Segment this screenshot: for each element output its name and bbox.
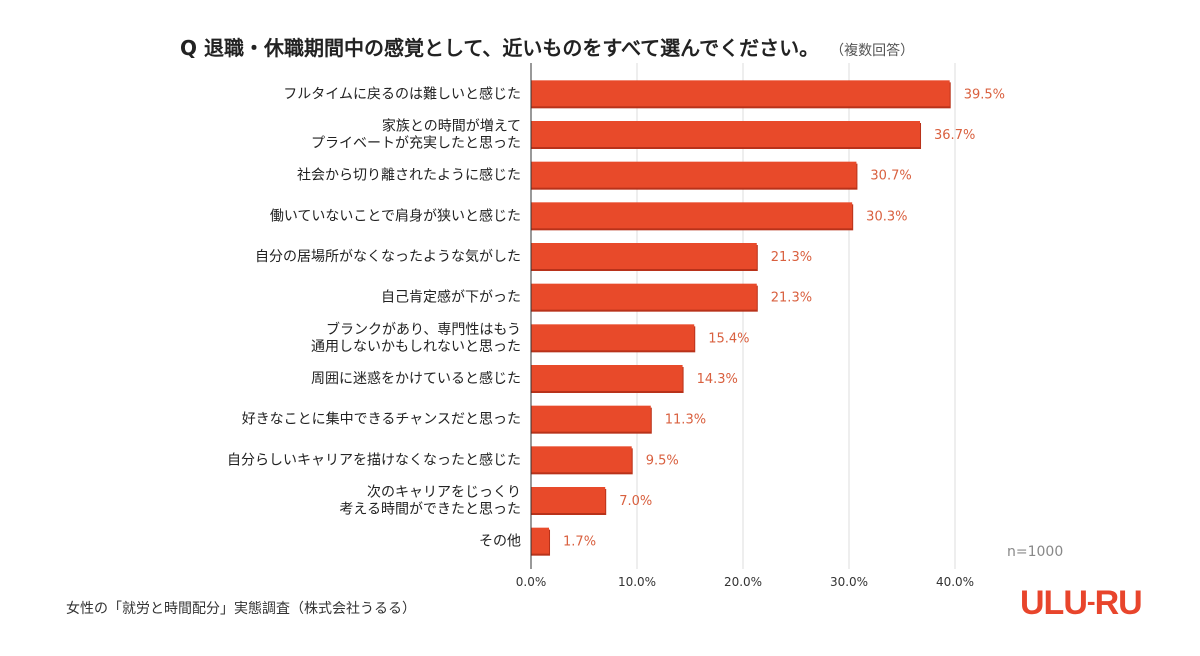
category-label: 自分の居場所がなくなったような気がした	[255, 249, 521, 265]
category-label: 働いていないことで肩身が狭いと感じた	[270, 207, 521, 224]
category-label: 自己肯定感が下がった	[381, 289, 521, 306]
category-label: 周囲に迷惑をかけていると感じた	[311, 370, 521, 387]
data-label: 15.4%	[708, 331, 749, 346]
x-tick-label: 0.0%	[516, 575, 547, 589]
chart-title: Q 退職・休職期間中の感覚として、近いものをすべて選んでください。 （複数回答）	[180, 32, 914, 61]
category-label: 考える時間ができたと思った	[339, 502, 521, 518]
source-note: 女性の「就労と時間配分」実態調査（株式会社うるる）	[66, 601, 416, 617]
x-tick-label: 40.0%	[936, 575, 974, 589]
bar	[531, 283, 757, 310]
data-label: 21.3%	[771, 291, 812, 306]
data-label: 30.7%	[870, 169, 911, 184]
title-text: Q 退職・休職期間中の感覚として、近いものをすべて選んでください。	[180, 36, 820, 60]
data-label: 9.5%	[646, 453, 679, 468]
bar	[531, 202, 853, 229]
category-label: 自分らしいキャリアを描けなくなったと感じた	[227, 451, 521, 468]
category-label: ブランクがあり、専門性はもう	[326, 321, 521, 338]
bar	[531, 80, 950, 107]
category-label: 次のキャリアをじっくり	[367, 485, 521, 501]
bar	[531, 121, 921, 147]
data-label: 21.3%	[771, 250, 812, 265]
category-label: 好きなことに集中できるチャンスだと思った	[242, 411, 521, 428]
chart-subtitle: （複数回答）	[837, 43, 915, 59]
x-tick-label: 30.0%	[830, 575, 868, 589]
bar	[531, 365, 683, 391]
data-label: 11.3%	[665, 413, 706, 428]
category-label: 社会から切り離されたように感じた	[297, 167, 521, 184]
bar	[531, 446, 632, 473]
data-label: 39.5%	[964, 87, 1005, 102]
bar	[531, 405, 651, 432]
sample-size-annotation: n=1000	[1007, 544, 1064, 560]
data-label: 30.3%	[866, 209, 907, 224]
category-label: プライベートが充実したと思った	[311, 136, 521, 152]
data-label: 7.0%	[619, 494, 652, 509]
x-tick-label: 10.0%	[618, 575, 656, 589]
bar	[531, 487, 606, 513]
x-tick-label: 20.0%	[724, 575, 762, 589]
data-label: 14.3%	[697, 372, 738, 387]
category-label: 家族との時間が増えて	[382, 118, 521, 135]
data-label: 36.7%	[934, 128, 975, 143]
bar	[531, 527, 550, 554]
uluru-logo: ULU-RU	[1020, 584, 1143, 622]
bar	[531, 161, 857, 188]
category-label: 通用しないかもしれないと思った	[311, 339, 521, 355]
category-label: その他	[479, 534, 521, 550]
bar	[531, 243, 757, 269]
category-label: フルタイムに戻るのは難しいと感じた	[283, 85, 521, 102]
bar	[531, 324, 695, 351]
data-label: 1.7%	[563, 535, 596, 550]
